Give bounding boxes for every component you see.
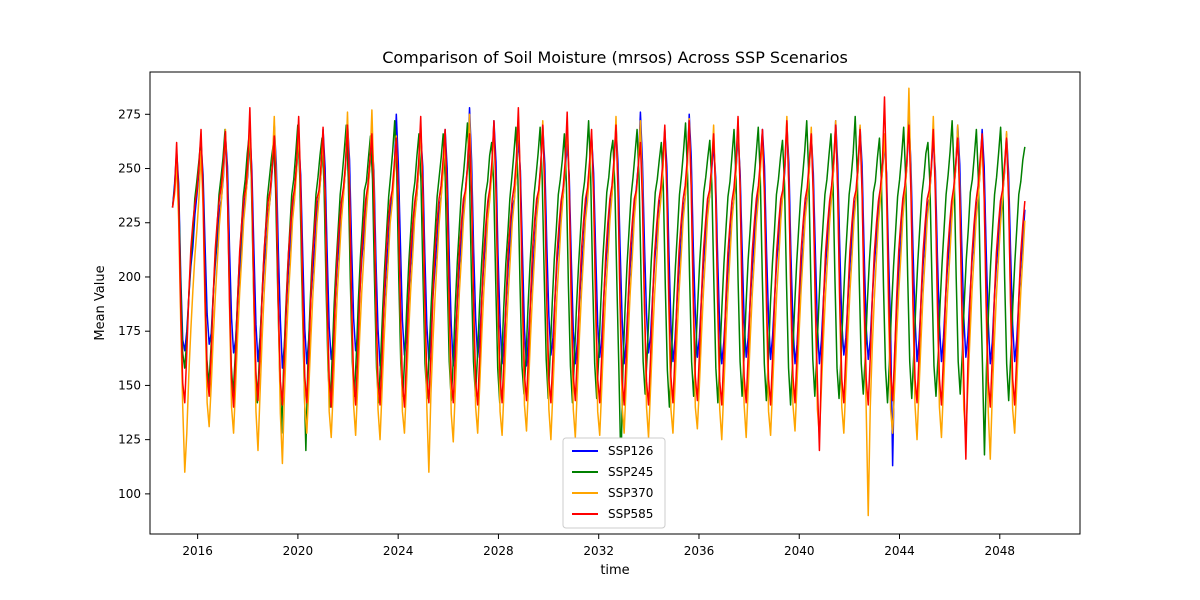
y-tick-label: 275 [118,107,141,121]
plot-area [149,71,1081,535]
series-line-ssp585 [171,96,1026,460]
legend-label: SSP370 [608,486,653,500]
legend-label: SSP585 [608,507,653,521]
legend-box [562,437,666,529]
x-tick-label: 2020 [283,544,314,558]
x-tick-label: 2024 [383,544,414,558]
legend-label: SSP126 [608,444,653,458]
x-tick-label: 2044 [884,544,915,558]
legend-item-ssp585: SSP585 [572,507,653,521]
x-axis: 2016 2020 2024 2028 2032 2036 2040 2044 2048 [182,534,1015,558]
chart-title: Comparison of Soil Moisture (mrsos) Acro… [382,48,848,67]
y-tick-label: 225 [118,216,141,230]
y-tick-label: 100 [118,487,141,501]
legend-item-ssp245: SSP245 [572,465,653,479]
series-layer [171,87,1026,517]
x-axis-label: time [600,563,629,578]
x-tick-label: 2016 [182,544,213,558]
x-tick-label: 2032 [583,544,614,558]
legend-item-ssp126: SSP126 [572,444,653,458]
y-tick-label: 125 [118,433,141,447]
y-axis: 100 125 150 175 200 225 250 275 [118,107,150,501]
series-line-ssp245 [171,115,1026,469]
y-tick-label: 200 [118,270,141,284]
y-tick-label: 250 [118,162,141,176]
y-tick-label: 150 [118,378,141,392]
legend-entries: SSP126 SSP245 SSP370 SSP585 [572,444,653,521]
y-axis-label: Mean Value [93,265,108,340]
legend-item-ssp370: SSP370 [572,486,653,500]
legend-label: SSP245 [608,465,653,479]
x-tick-label: 2048 [985,544,1016,558]
x-tick-label: 2028 [483,544,514,558]
legend: SSP126 SSP245 SSP370 SSP585 [562,437,666,529]
x-tick-label: 2036 [684,544,715,558]
x-tick-label: 2040 [784,544,815,558]
y-tick-label: 175 [118,324,141,338]
